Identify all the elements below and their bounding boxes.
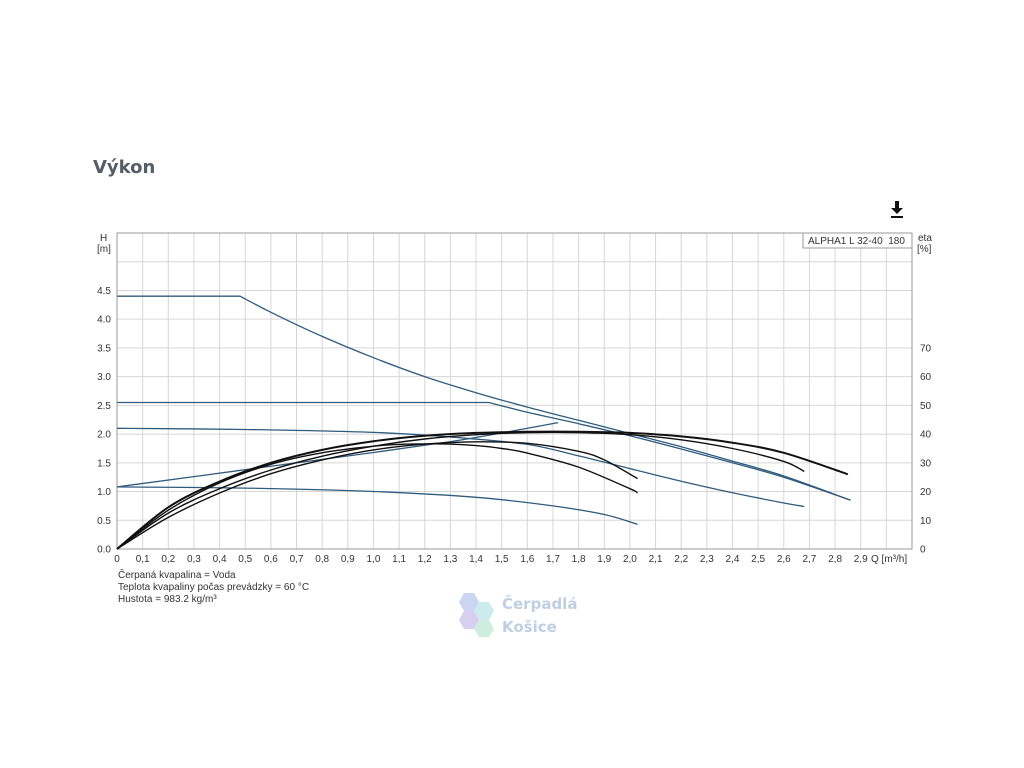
x-tick-label: 0,4 [213,554,227,565]
watermark-line: Košice [502,618,557,636]
x-tick-label: 2,0 [623,554,637,565]
x-tick-label: 1,3 [443,554,457,565]
efficiency-curve [116,430,849,550]
fluid-info-line: Čerpaná kvapalina = Voda [118,570,236,581]
y-right-tick-label: 60 [920,372,932,383]
fluid-info: Čerpaná kvapalina = Voda Teplota kvapali… [118,570,309,606]
y-left-tick-labels: 0.0 0.5 1.0 1.5 2.0 2.5 3.0 3.5 4.0 4.5 [97,286,111,556]
x-tick-label: 0,9 [341,554,355,565]
download-icon[interactable] [886,198,908,220]
watermark-hexagon-icon [459,593,494,637]
x-tick-label: 0,3 [187,554,201,565]
y-right-tick-label: 70 [920,343,932,354]
head-curve [117,401,851,501]
y-left-tick-label: 1.5 [97,458,111,469]
x-tick-label: 1,6 [520,554,534,565]
fluid-info-line: Hustota = 983.2 kg/m³ [118,594,217,605]
y-left-tick-label: 0.5 [97,516,111,527]
y-right-tick-label: 10 [920,516,932,527]
y-left-tick-label: 2.0 [97,430,111,441]
x-tick-label: 0,6 [264,554,278,565]
watermark-logo: Čerpadlá Košice [452,591,582,639]
y-right-tick-labels: 0 10 20 30 40 50 60 70 [920,343,932,555]
y-right-tick-label: 0 [920,545,926,556]
x-tick-label: 1,0 [366,554,380,565]
watermark-line: Čerpadlá [502,595,578,613]
y-left-label-unit: [m] [97,244,111,255]
y-left-tick-label: 3.5 [97,343,111,354]
head-curve [116,486,638,525]
x-tick-label: 1,4 [469,554,483,565]
x-tick-label: 1,8 [572,554,586,565]
y-right-label-top: eta [918,233,932,244]
x-tick-labels: 0 0,1 0,2 0,3 0,4 0,5 0,6 0,7 0,8 0,9 1,0 1,1 1,2 1,3… [114,554,868,565]
chart-grid [117,233,912,549]
x-tick-label: 2,9 [854,554,868,565]
y-left-tick-label: 0.0 [97,545,111,556]
x-tick-label: 0,5 [238,554,252,565]
y-right-tick-label: 40 [920,430,932,441]
fluid-info-line: Teplota kvapaliny počas prevádzky = 60 °… [118,582,310,593]
y-right-tick-label: 30 [920,458,932,469]
x-tick-label: 0,1 [136,554,150,565]
x-tick-label: 0 [114,554,120,565]
x-tick-label: 2,3 [700,554,714,565]
page-title: Výkon [93,157,156,178]
x-axis-label: Q [m³/h] [871,554,907,565]
x-tick-label: 2,5 [751,554,765,565]
y-left-label-top: H [100,233,107,244]
x-tick-label: 1,9 [597,554,611,565]
x-tick-label: 2,8 [828,554,842,565]
legend-box [802,232,913,249]
efficiency-curve [116,431,805,550]
x-tick-label: 2,1 [649,554,663,565]
x-tick-label: 1,5 [495,554,509,565]
x-tick-label: 2,2 [674,554,688,565]
efficiency-curve [116,441,638,550]
y-right-tick-label: 50 [920,401,932,412]
plot-frame [116,232,913,550]
y-left-tick-label: 1.0 [97,487,111,498]
y-left-tick-label: 4.0 [97,315,111,326]
head-curve [117,295,851,501]
head-curve [116,427,805,508]
y-left-tick-label: 3.0 [97,372,111,383]
x-tick-label: 0,7 [290,554,304,565]
y-left-tick-label: 4.5 [97,286,111,297]
y-right-label-unit: [%] [917,244,932,255]
x-tick-label: 1,1 [392,554,406,565]
x-tick-label: 2,4 [726,554,740,565]
y-left-tick-label: 2.5 [97,401,111,412]
x-tick-label: 1,7 [546,554,560,565]
x-tick-label: 0,8 [315,554,329,565]
x-tick-label: 0,2 [161,554,175,565]
x-tick-label: 1,2 [418,554,432,565]
x-tick-label: 2,7 [802,554,816,565]
legend-label: ALPHA1 L 32-40 180 [808,236,905,247]
chart-series [116,295,851,550]
x-tick-label: 2,6 [777,554,791,565]
y-right-tick-label: 20 [920,487,932,498]
efficiency-curve [116,443,638,550]
